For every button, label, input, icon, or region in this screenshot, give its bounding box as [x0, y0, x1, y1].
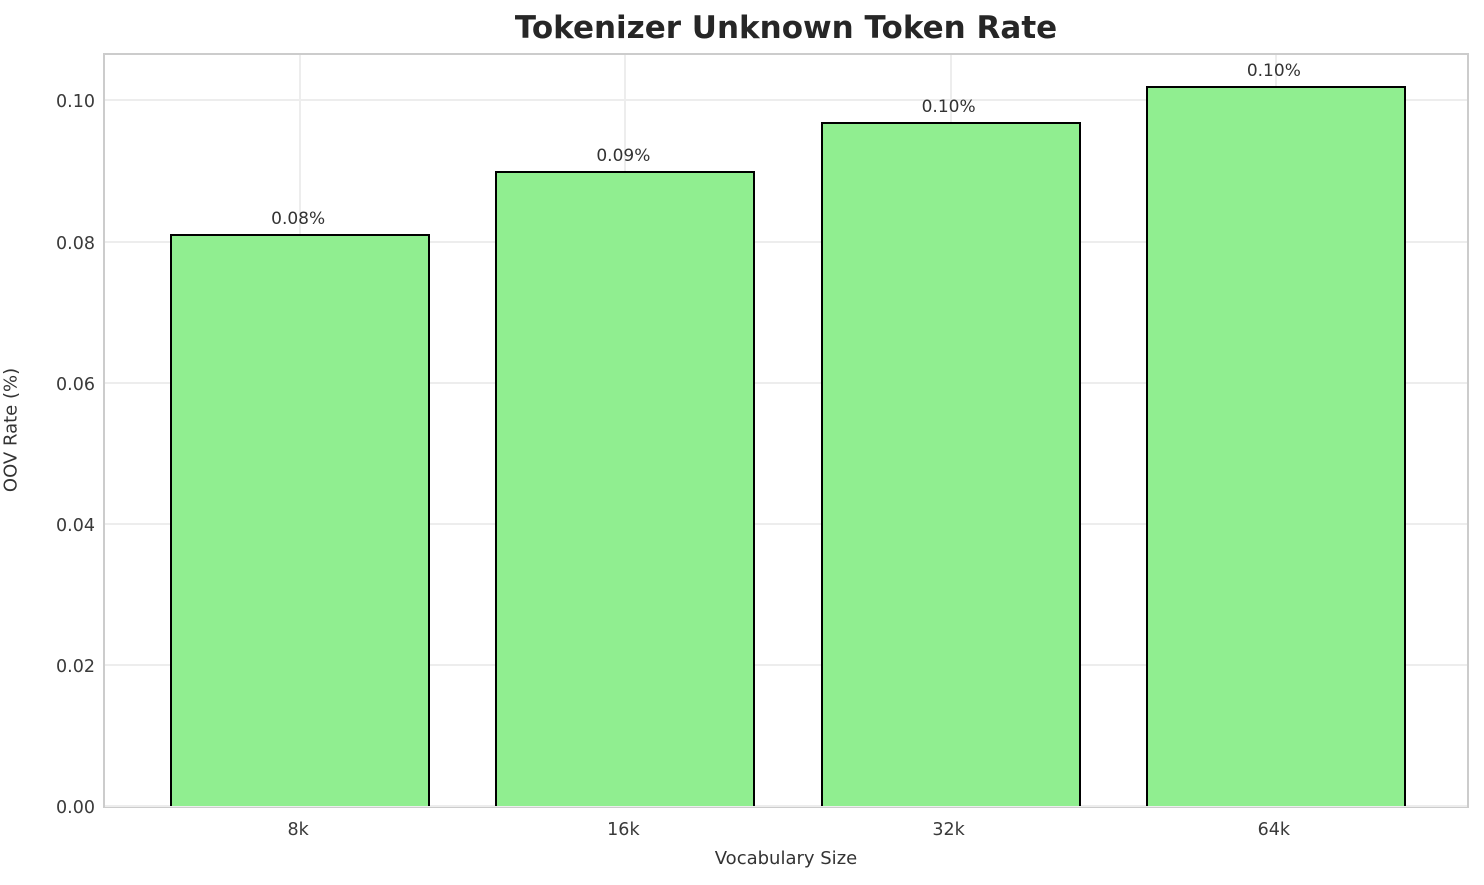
bar-value-label: 0.10%	[1246, 61, 1301, 82]
bar-32k	[820, 121, 1081, 806]
y-tick-label: 0.04	[56, 515, 95, 536]
horizontal-gridline	[105, 663, 1467, 666]
y-tick-label: 0.06	[56, 374, 95, 395]
horizontal-gridline	[105, 240, 1467, 243]
y-tick-label: 0.10	[56, 92, 95, 113]
y-tick-label: 0.00	[56, 798, 95, 818]
horizontal-gridline	[105, 522, 1467, 525]
horizontal-gridline	[105, 805, 1467, 807]
y-tick-label: 0.08	[56, 233, 95, 254]
y-axis-label: OOV Rate (%)	[0, 367, 22, 493]
horizontal-gridline	[105, 99, 1467, 102]
plot-area	[103, 53, 1469, 808]
horizontal-gridline	[105, 381, 1467, 384]
bar-8k	[170, 234, 431, 806]
bar-value-label: 0.09%	[596, 145, 651, 166]
x-tick-label-64k: 64k	[1257, 820, 1291, 840]
bar-16k	[495, 170, 756, 806]
x-axis-label: Vocabulary Size	[714, 848, 858, 869]
x-tick-label-8k: 8k	[287, 820, 309, 840]
chart-title: Tokenizer Unknown Token Rate	[514, 10, 1058, 46]
x-tick-label-32k: 32k	[932, 820, 965, 840]
bar-value-label: 0.10%	[921, 96, 976, 117]
bar-value-label: 0.08%	[271, 209, 326, 230]
x-tick-label-16k: 16k	[607, 820, 640, 840]
bar-64k	[1145, 86, 1406, 806]
y-tick-label: 0.02	[56, 656, 95, 677]
